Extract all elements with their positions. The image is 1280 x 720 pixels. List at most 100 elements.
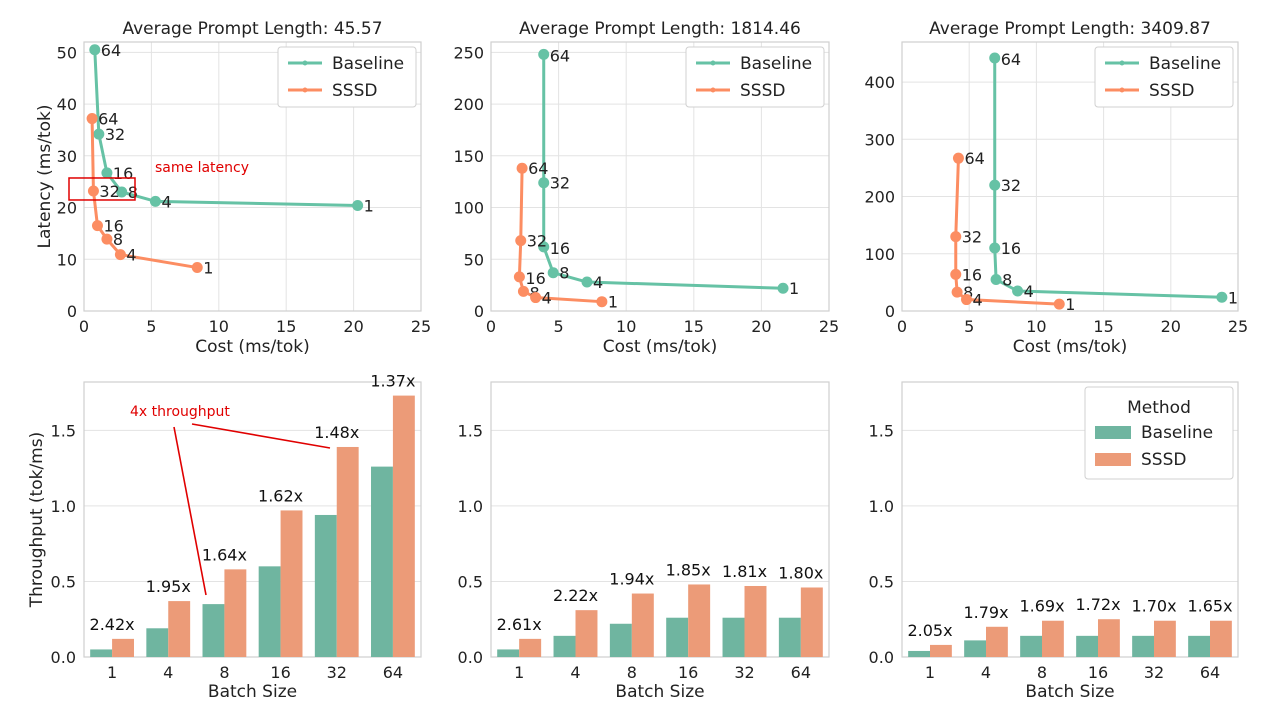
point-label: 64 xyxy=(550,46,570,65)
annotation-text: 4x throughput xyxy=(130,404,230,420)
sssd-bar xyxy=(1154,620,1176,657)
baseline-line xyxy=(542,54,784,290)
legend-entry: Baseline xyxy=(740,54,812,74)
point-label: 64 xyxy=(1001,50,1021,69)
baseline-point xyxy=(1012,285,1024,297)
x-tick-label: 20 xyxy=(343,317,363,336)
y-tick-label: 300 xyxy=(864,130,895,149)
baseline-point xyxy=(581,276,593,288)
x-tick-label: 64 xyxy=(383,663,403,682)
point-label: 1 xyxy=(203,259,213,278)
y-tick-label: 0.0 xyxy=(51,648,76,667)
sssd-bar xyxy=(392,395,415,657)
baseline-bar xyxy=(497,649,520,657)
legend-swatch xyxy=(1095,453,1131,466)
baseline-bar xyxy=(722,617,745,657)
y-tick-label: 30 xyxy=(57,147,77,166)
x-tick-label: 20 xyxy=(1161,317,1181,336)
point-label: 4 xyxy=(126,246,136,265)
x-tick-label: 25 xyxy=(819,317,839,336)
legend-entry: SSSD xyxy=(740,81,785,101)
sssd-point xyxy=(191,262,203,274)
point-label: 1 xyxy=(364,196,374,215)
speedup-label: 1.72x xyxy=(1075,595,1120,614)
legend-entry: SSSD xyxy=(332,81,377,101)
legend-marker xyxy=(1119,87,1125,93)
baseline-bar xyxy=(778,617,801,657)
sssd-point xyxy=(530,292,542,304)
speedup-label: 2.61x xyxy=(497,615,542,634)
baseline-point xyxy=(547,267,559,279)
sssd-line xyxy=(954,158,1060,306)
baseline-point xyxy=(93,128,105,140)
y-tick-label: 0.5 xyxy=(51,572,76,591)
x-axis-label: Cost (ms/tok) xyxy=(195,337,310,357)
point-label: 32 xyxy=(962,228,982,247)
y-axis-label: Latency (ms/tok) xyxy=(35,105,55,249)
sssd-bar xyxy=(575,610,598,657)
baseline-bar xyxy=(553,635,576,657)
panel-4: 0.0 0.5 1.0 1.5 1 2.42x 4 1.95x 8 1.64x 16 1.62x 32 1… xyxy=(27,372,422,702)
legend-marker xyxy=(710,60,716,66)
baseline-bar xyxy=(666,617,689,657)
baseline-point xyxy=(990,274,1002,286)
sssd-bar xyxy=(336,446,359,657)
sssd-bar xyxy=(112,638,134,657)
point-label: 4 xyxy=(973,291,983,310)
baseline-bar xyxy=(1020,635,1042,657)
speedup-label: 1.94x xyxy=(609,570,654,589)
x-tick-label: 32 xyxy=(1144,663,1164,682)
legend-marker xyxy=(302,87,308,93)
plot-frame xyxy=(83,381,422,658)
speedup-label: 1.81x xyxy=(722,562,767,581)
baseline-point xyxy=(989,179,1001,191)
speedup-label: 1.70x xyxy=(1131,597,1176,616)
sssd-point xyxy=(516,162,528,174)
point-label: 1 xyxy=(789,279,799,298)
baseline-line xyxy=(93,49,358,207)
sssd-bar xyxy=(519,638,542,657)
y-tick-label: 0 xyxy=(474,302,484,321)
point-label: 1 xyxy=(608,293,618,312)
x-tick-label: 10 xyxy=(616,317,636,336)
legend-entry: SSSD xyxy=(1149,81,1194,101)
y-tick-label: 0.0 xyxy=(458,648,483,667)
x-tick-label: 1 xyxy=(925,663,935,682)
y-tick-label: 40 xyxy=(57,95,77,114)
point-label: 16 xyxy=(1001,239,1021,258)
sssd-bar xyxy=(280,510,303,657)
sssd-point xyxy=(101,233,113,245)
annotation-arrow xyxy=(173,426,207,596)
point-label: 16 xyxy=(962,265,982,284)
x-tick-label: 25 xyxy=(411,317,431,336)
point-label: 4 xyxy=(1024,282,1034,301)
sssd-bar xyxy=(744,585,767,657)
y-tick-label: 0.0 xyxy=(869,648,894,667)
sssd-point xyxy=(1053,298,1065,310)
sssd-point xyxy=(86,113,98,125)
y-tick-label: 0 xyxy=(67,302,77,321)
baseline-bar xyxy=(202,604,225,657)
y-tick-label: 10 xyxy=(57,250,77,269)
x-tick-label: 15 xyxy=(684,317,704,336)
baseline-point xyxy=(538,177,550,189)
baseline-point xyxy=(116,186,128,198)
x-tick-label: 4 xyxy=(570,663,580,682)
legend-swatch xyxy=(1095,426,1131,439)
baseline-bar xyxy=(1076,635,1098,657)
x-axis-label: Cost (ms/tok) xyxy=(603,337,718,357)
baseline-point xyxy=(149,195,161,207)
x-tick-label: 20 xyxy=(751,317,771,336)
speedup-label: 2.22x xyxy=(553,586,598,605)
baseline-bar xyxy=(90,649,113,657)
speedup-label: 1.37x xyxy=(370,372,415,391)
baseline-point xyxy=(538,48,550,60)
baseline-point xyxy=(989,52,1001,64)
point-label: 1 xyxy=(1228,288,1238,307)
point-label: 4 xyxy=(542,289,552,308)
point-label: 32 xyxy=(527,232,547,251)
point-label: 64 xyxy=(964,149,984,168)
x-tick-label: 16 xyxy=(270,663,290,682)
x-tick-label: 8 xyxy=(627,663,637,682)
